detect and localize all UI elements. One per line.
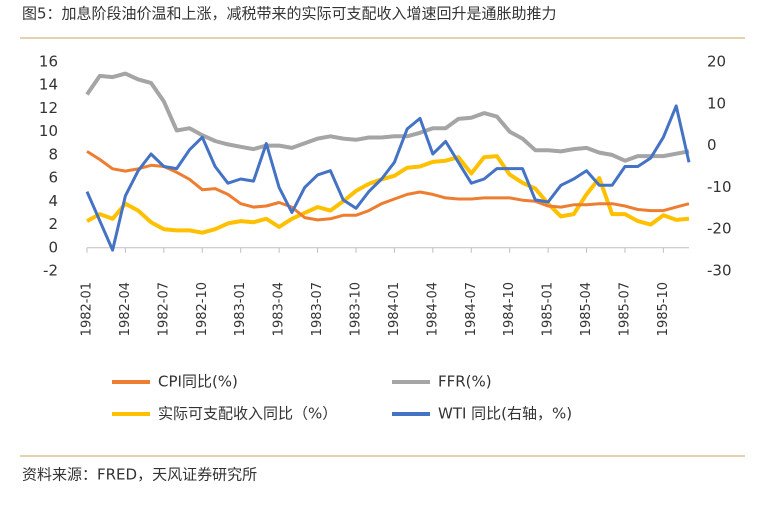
y2-tick-label: -30	[707, 262, 732, 280]
x-tick-label: 1982-01	[80, 282, 95, 336]
x-tick-label: 1983-01	[233, 282, 248, 336]
x-tick-label: 1985-10	[656, 282, 671, 336]
source: 资料来源：FRED，天风证券研究所	[22, 466, 257, 484]
x-tick-label: 1982-10	[195, 282, 210, 336]
y-tick-label: 4	[48, 192, 58, 210]
x-tick-label: 1985-01	[541, 282, 556, 336]
y-tick-label: 6	[48, 169, 58, 187]
x-tick-label: 1982-07	[156, 282, 171, 336]
series-line	[86, 154, 690, 235]
legend-label: WTI 同比(右轴，%)	[438, 405, 572, 423]
x-tick-label: 1984-04	[425, 282, 440, 336]
legend-label: CPI同比(%)	[158, 373, 238, 391]
y2-tick-label: -10	[707, 178, 732, 196]
series-line	[85, 104, 691, 252]
x-tick-label: 1982-04	[118, 282, 133, 336]
x-tick-label: 1983-10	[348, 282, 363, 336]
y-tick-label: 14	[39, 76, 58, 94]
y2-tick-label: -20	[707, 220, 732, 238]
x-tick-label: 1985-07	[617, 282, 632, 336]
y2-tick-label: 10	[707, 94, 726, 112]
y-tick-label: 12	[39, 99, 58, 117]
x-tick-label: 1984-01	[387, 282, 402, 336]
y-tick-label: -2	[43, 262, 58, 280]
y-tick-label: 10	[39, 122, 58, 140]
y2-tick-label: 0	[707, 136, 717, 154]
x-tick-label: 1983-07	[310, 282, 325, 336]
legend-label: 实际可支配收入同比（%）	[158, 405, 337, 423]
legend-label: FFR(%)	[438, 373, 492, 391]
x-tick-label: 1983-04	[272, 282, 287, 336]
x-tick-label: 1984-10	[502, 282, 517, 336]
x-tick-label: 1984-07	[464, 282, 479, 336]
y-tick-label: 16	[39, 53, 58, 71]
y-tick-label: 2	[48, 215, 58, 233]
y-tick-label: 8	[48, 145, 58, 163]
series-line	[86, 150, 690, 222]
chart-title: 图5：加息阶段油价温和上涨，减税带来的实际可支配收入增速回升是通胀助推力	[22, 5, 557, 23]
y2-tick-label: 20	[707, 53, 726, 71]
y-tick-label: 0	[48, 238, 58, 256]
series-line	[85, 71, 690, 163]
x-tick-label: 1985-04	[579, 282, 594, 336]
